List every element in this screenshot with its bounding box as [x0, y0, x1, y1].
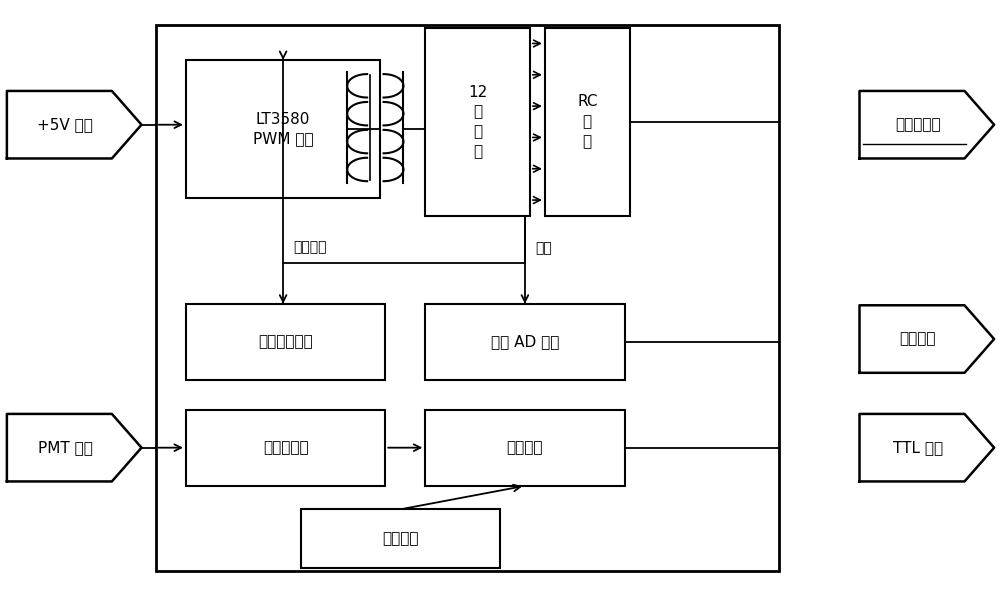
Bar	[186, 304, 385, 380]
Text: PMT 信号: PMT 信号	[38, 440, 93, 455]
Bar	[186, 60, 380, 198]
Text: 电压反馈: 电压反馈	[293, 240, 327, 254]
Polygon shape	[7, 414, 141, 481]
Bar	[425, 409, 625, 486]
Bar	[425, 28, 530, 216]
Text: 12
级
倍
压: 12 级 倍 压	[468, 84, 487, 159]
Text: 鄁别输出: 鄁别输出	[507, 440, 543, 455]
Text: TTL 信号: TTL 信号	[893, 440, 943, 455]
Text: LT3580
PWM 驱动: LT3580 PWM 驱动	[253, 112, 313, 146]
Bar	[425, 304, 625, 380]
Bar	[156, 25, 779, 571]
Polygon shape	[7, 91, 141, 159]
Text: RC
滤
波: RC 滤 波	[577, 94, 598, 149]
Bar	[186, 409, 385, 486]
Text: 电压 AD 转换: 电压 AD 转换	[491, 335, 559, 349]
Polygon shape	[859, 305, 994, 373]
Text: 数字电压显示: 数字电压显示	[258, 335, 313, 349]
Polygon shape	[859, 91, 994, 159]
Text: 分压: 分压	[535, 241, 552, 255]
Text: +5V 输入: +5V 输入	[37, 117, 93, 132]
Text: 阈値设定: 阈値设定	[382, 531, 419, 546]
Text: 电压监控: 电压监控	[900, 332, 936, 346]
Polygon shape	[859, 414, 994, 481]
Text: 小信号放大: 小信号放大	[263, 440, 308, 455]
Bar	[545, 28, 630, 216]
Bar	[301, 509, 500, 568]
Text: 打拿极输出: 打拿极输出	[895, 117, 941, 132]
